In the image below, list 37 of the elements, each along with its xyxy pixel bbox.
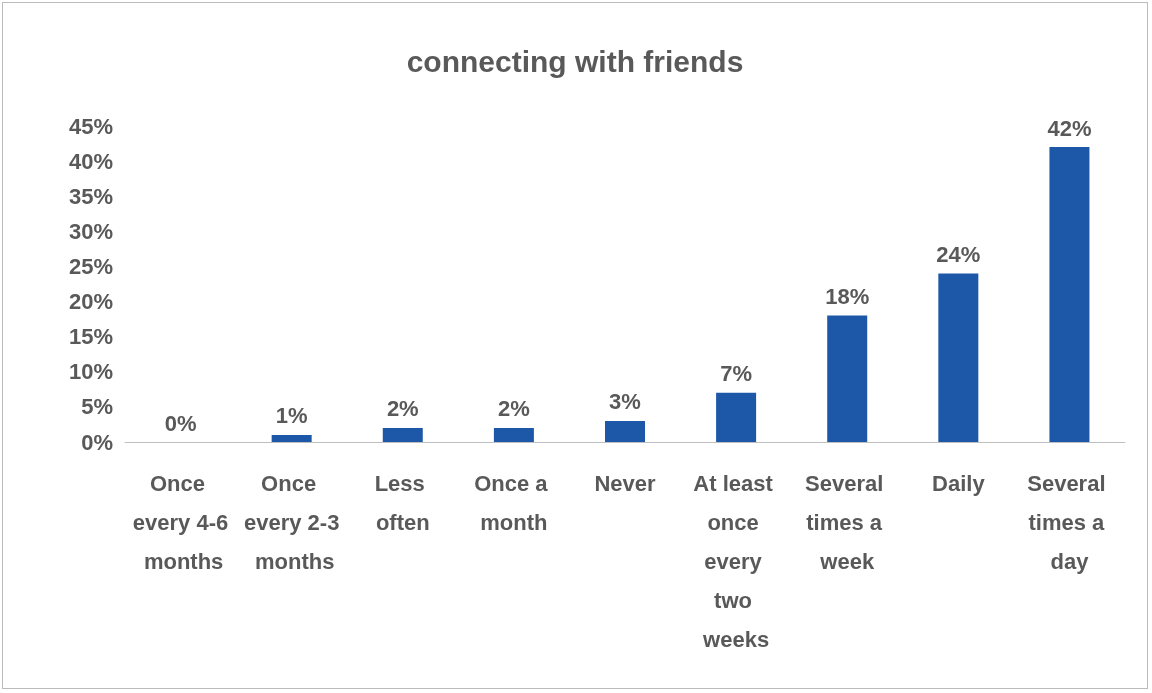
x-tick-label: At least once every two weeks [693,471,779,652]
chart-title: connecting with friends [406,44,744,78]
x-tick-label: Daily [932,471,986,496]
data-label: 42% [1047,115,1092,141]
bar [716,392,757,442]
y-tick-label: 0% [81,429,113,455]
data-label: 3% [609,389,641,415]
x-tick-label: Once every 2-3 months [243,471,340,574]
x-tick-label: Several times a day [1027,471,1112,574]
y-tick-label: 10% [68,359,113,385]
bar [493,427,534,442]
bar [271,434,312,442]
y-tick-label: 20% [68,289,113,315]
bar [938,273,979,442]
y-tick-label: 15% [68,324,113,350]
data-label: 18% [825,284,870,310]
data-label: 2% [386,396,419,422]
data-label: 2% [497,396,530,422]
data-label: 24% [936,241,981,267]
bar [827,315,868,442]
y-tick-label: 25% [68,253,113,279]
y-tick-label: 45% [68,113,113,139]
y-tick-label: 30% [68,218,113,244]
bar [605,420,645,442]
y-tick-label: 40% [68,148,113,174]
x-tick-label: Once a month [474,471,554,535]
bar [382,427,423,442]
x-tick-label: Once every 4-6 months [132,471,229,574]
y-tick-label: 35% [68,183,113,209]
x-tick-label: Several times a week [805,471,890,574]
data-label: 0% [164,410,197,436]
bar [1049,147,1090,442]
x-tick-label: Never [594,471,657,496]
data-label: 7% [720,361,753,387]
y-tick-label: 5% [81,394,113,420]
data-label: 1% [275,403,308,429]
x-tick-label: Less often [374,471,431,535]
